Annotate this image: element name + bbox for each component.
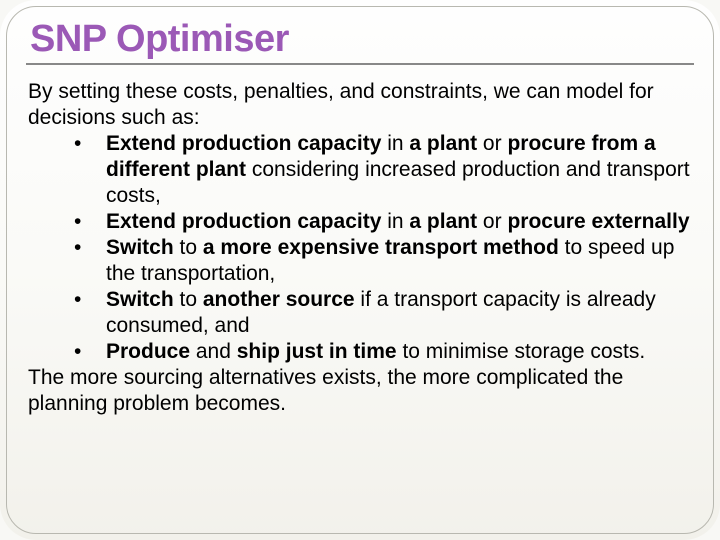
outro-text: The more sourcing alternatives exists, t…: [28, 365, 692, 417]
title-underline: [26, 63, 694, 65]
bullet-item: Extend production capacity in a plant or…: [74, 209, 692, 235]
bullet-item: Extend production capacity in a plant or…: [74, 131, 692, 209]
bold-run: a plant: [409, 210, 477, 233]
bold-run: Switch: [106, 236, 174, 259]
bold-run: another source: [203, 288, 355, 311]
slide-body: By setting these costs, penalties, and c…: [24, 79, 696, 417]
slide-title: SNP Optimiser: [30, 18, 696, 61]
bold-run: Switch: [106, 288, 174, 311]
bold-run: Extend production capacity: [106, 132, 381, 155]
bold-run: Produce: [106, 340, 190, 363]
bold-run: procure externally: [507, 210, 689, 233]
bullet-item: Produce and ship just in time to minimis…: [74, 339, 692, 365]
bullet-item: Switch to another source if a transport …: [74, 287, 692, 339]
slide-frame: SNP Optimiser By setting these costs, pe…: [0, 0, 720, 540]
bullet-list: Extend production capacity in a plant or…: [28, 131, 692, 365]
bold-run: a more expensive transport method: [203, 236, 559, 259]
bold-run: ship just in time: [237, 340, 397, 363]
bold-run: Extend production capacity: [106, 210, 381, 233]
bullet-item: Switch to a more expensive transport met…: [74, 235, 692, 287]
intro-text: By setting these costs, penalties, and c…: [28, 79, 692, 131]
bold-run: a plant: [409, 132, 477, 155]
